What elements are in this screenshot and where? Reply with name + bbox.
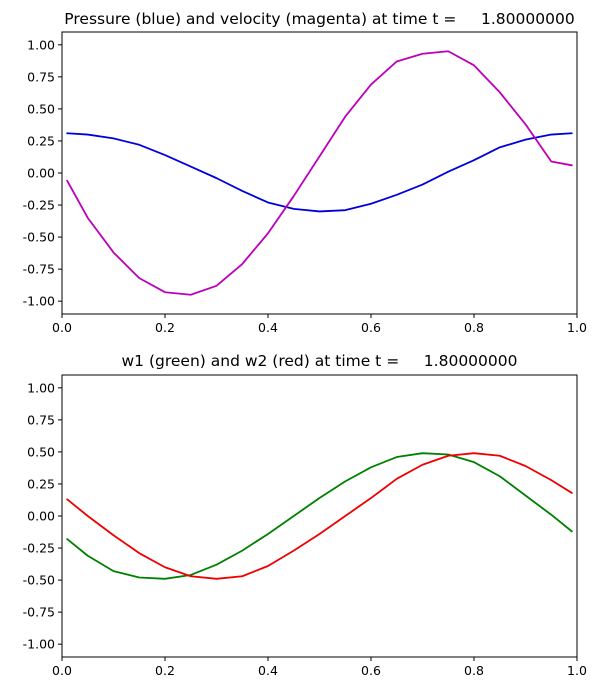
chart-title: w1 (green) and w2 (red) at time t = 1.80…	[122, 352, 518, 370]
series-line-1	[66, 452, 573, 580]
x-tick-label: 0.6	[361, 663, 381, 678]
y-tick-label: 0.50	[27, 444, 55, 459]
plot-frame	[61, 31, 578, 315]
x-tick-label: 0.4	[258, 320, 278, 335]
x-tick-label: 1.0	[567, 663, 587, 678]
y-tick-label: -0.50	[23, 573, 55, 588]
plot-frame	[61, 374, 578, 658]
x-tick-label: 0.4	[258, 663, 278, 678]
y-tick-label: -1.00	[23, 637, 55, 652]
x-tick-label: 0.6	[361, 320, 381, 335]
y-tick-label: 0.00	[27, 166, 55, 181]
chart-title: Pressure (blue) and velocity (magenta) a…	[64, 10, 574, 28]
y-tick-label: -0.75	[23, 262, 55, 277]
series-line-0	[66, 452, 573, 580]
y-tick-label: 1.00	[27, 380, 55, 395]
series-line-1	[66, 50, 573, 296]
y-tick-label: -0.75	[23, 605, 55, 620]
w1-w2-panel: w1 (green) and w2 (red) at time t = 1.80…	[23, 352, 587, 678]
y-tick-label: -1.00	[23, 294, 55, 309]
y-tick-label: -0.25	[23, 541, 55, 556]
y-tick-label: 0.00	[27, 509, 55, 524]
x-tick-label: 0.8	[464, 663, 484, 678]
pressure-velocity-panel: Pressure (blue) and velocity (magenta) a…	[23, 10, 587, 335]
y-tick-label: -0.25	[23, 198, 55, 213]
y-tick-label: 0.25	[27, 476, 55, 491]
y-tick-label: -0.50	[23, 230, 55, 245]
x-tick-label: 0.2	[155, 663, 175, 678]
y-tick-label: 0.25	[27, 133, 55, 148]
series-line-0	[66, 132, 573, 213]
y-tick-label: 0.75	[27, 412, 55, 427]
x-tick-label: 0.2	[155, 320, 175, 335]
y-tick-label: 1.00	[27, 37, 55, 52]
y-tick-label: 0.50	[27, 101, 55, 116]
x-tick-label: 1.0	[567, 320, 587, 335]
y-tick-label: 0.75	[27, 69, 55, 84]
x-tick-label: 0.8	[464, 320, 484, 335]
x-tick-label: 0.0	[52, 320, 72, 335]
x-tick-label: 0.0	[52, 663, 72, 678]
